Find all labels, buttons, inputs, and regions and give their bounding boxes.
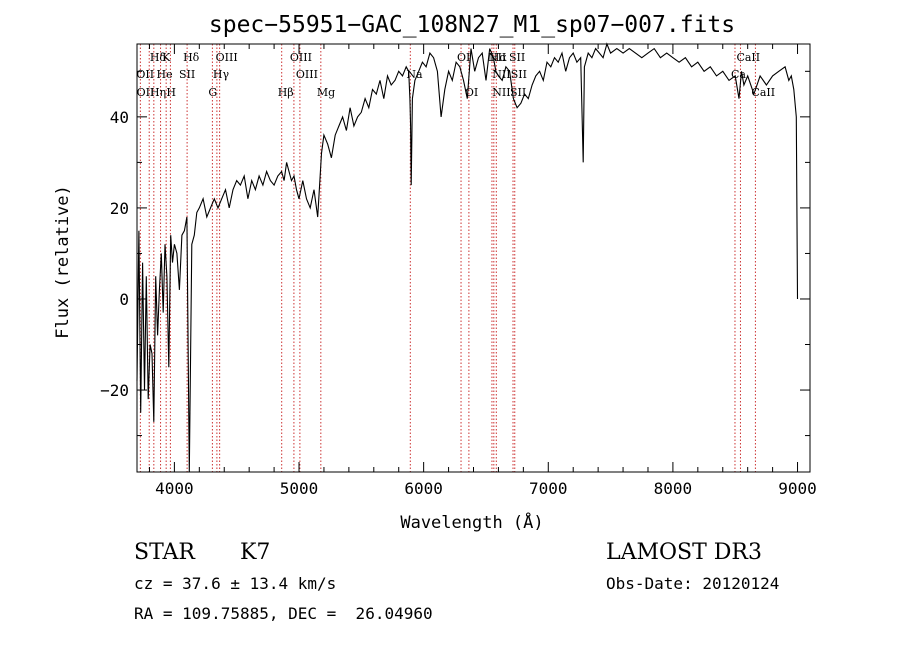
line-label-24: NII	[492, 86, 510, 99]
x-tick-label-1: 5000	[280, 479, 319, 498]
x-axis-ticks: 4000 5000 6000 7000 8000 9000	[148, 44, 817, 498]
y-tick-label-3: 40	[110, 108, 129, 127]
survey-name: LAMOST DR3	[606, 540, 762, 565]
object-class: STAR	[134, 540, 195, 565]
line-label-5: K	[162, 51, 171, 64]
emission-line-markers	[139, 44, 756, 472]
line-label-27: Ca	[731, 68, 746, 81]
line-label-22: SII	[509, 51, 525, 64]
coordinates: RA = 109.75885, DEC = 26.04960	[134, 604, 433, 623]
plot-frame	[136, 43, 811, 473]
line-label-28: CaII	[751, 86, 775, 99]
y-axis-ticks: −20 0 20 40	[100, 70, 810, 437]
y-axis-label: Flux (relative)	[53, 185, 73, 339]
line-label-23: SII	[511, 68, 527, 81]
y-tick-label-0: −20	[100, 381, 129, 400]
line-label-26: CaII	[736, 51, 760, 64]
line-label-3: He	[157, 68, 173, 81]
line-label-0: Hδ	[150, 51, 167, 64]
line-label-11: G	[208, 86, 217, 99]
x-axis-label: Wavelength (Å)	[400, 511, 543, 533]
x-tick-label-3: 7000	[529, 479, 568, 498]
line-label-10: Hγ	[213, 68, 230, 81]
y-tick-label-2: 20	[110, 199, 129, 218]
chart-title: spec−55951−GAC_108N27_M1_sp07−007.fits	[209, 12, 735, 38]
flux-series-line	[136, 42, 799, 473]
line-label-14: Hβ	[278, 86, 294, 99]
line-label-6: SII	[179, 68, 195, 81]
line-label-13: OIII	[296, 68, 318, 81]
x-tick-label-2: 6000	[404, 479, 443, 498]
line-label-20: Hα	[490, 51, 508, 64]
line-label-7: H	[166, 86, 176, 99]
x-tick-label-4: 8000	[654, 479, 693, 498]
line-label-8: Hδ	[183, 51, 200, 64]
line-label-15: Mg	[317, 86, 335, 99]
line-label-12: OIII	[290, 51, 312, 64]
line-label-1: OII	[136, 68, 154, 81]
x-tick-label-0: 4000	[155, 479, 194, 498]
line-label-21: NII	[492, 68, 510, 81]
line-label-2: OII	[137, 86, 155, 99]
line-label-9: OIII	[216, 51, 238, 64]
obs-date: Obs-Date: 20120124	[606, 574, 780, 593]
line-label-17: OI	[457, 51, 470, 64]
line-label-4: Hη	[150, 86, 166, 99]
object-subclass: K7	[240, 540, 271, 565]
x-tick-label-5: 9000	[778, 479, 817, 498]
y-tick-label-1: 0	[119, 290, 129, 309]
line-label-25: SII	[510, 86, 526, 99]
redshift-value: cz = 37.6 ± 13.4 km/s	[134, 574, 337, 593]
